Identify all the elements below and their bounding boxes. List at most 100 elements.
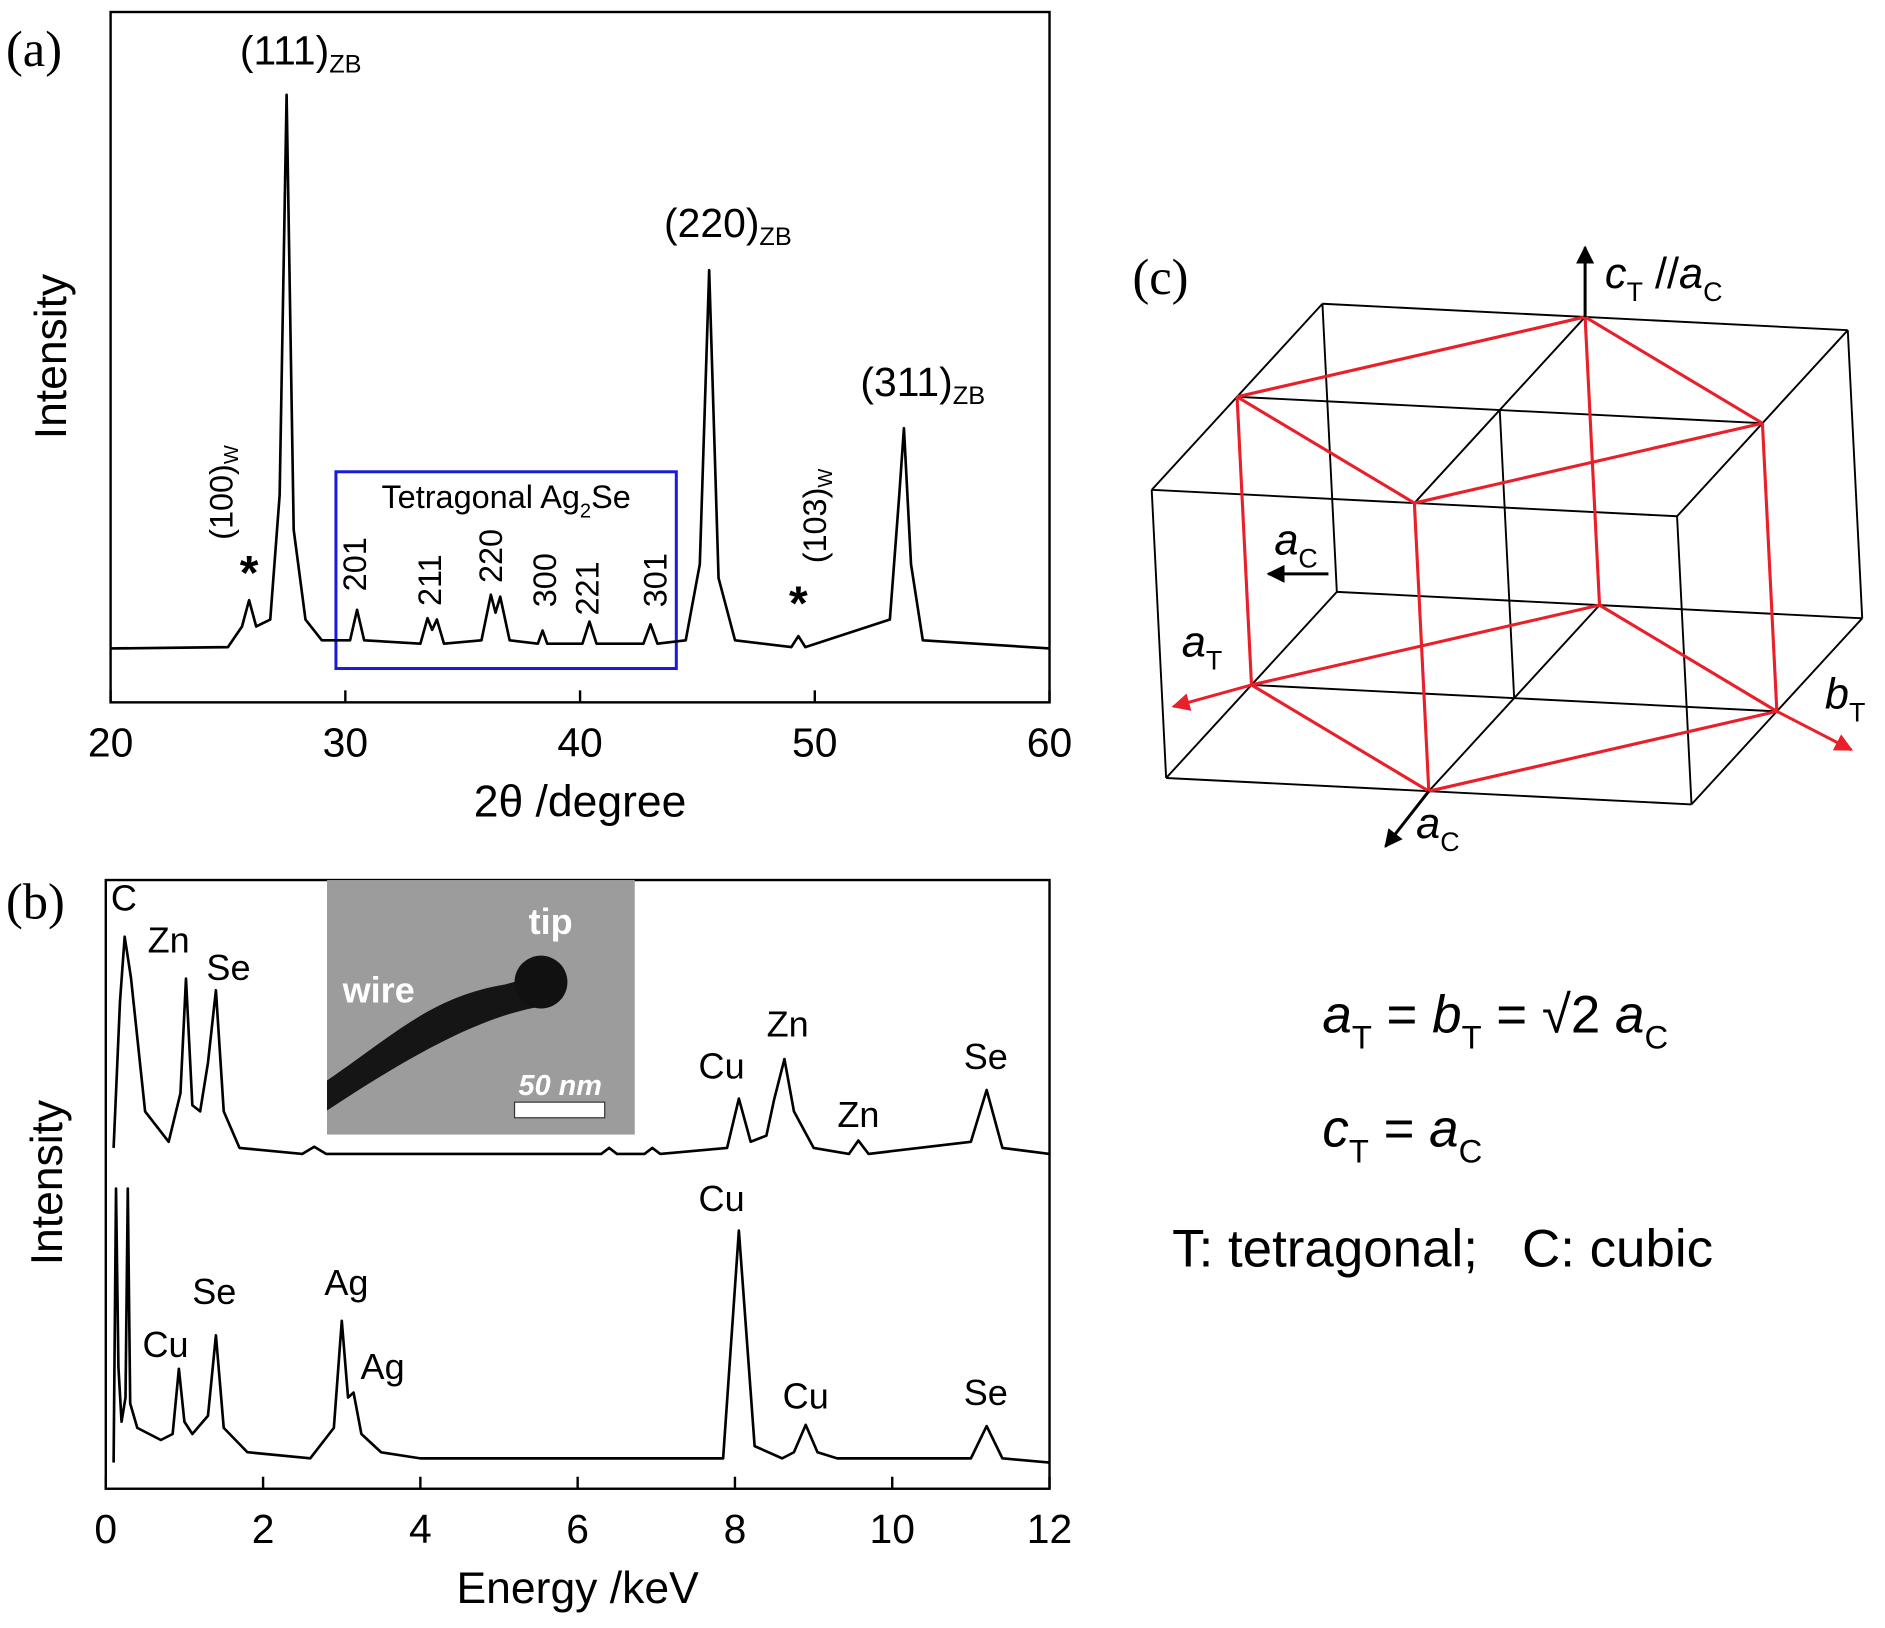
cell-edge — [1846, 330, 1864, 619]
x-tick-label: 2 — [252, 1506, 275, 1552]
text-segment: T — [1849, 697, 1865, 727]
axis-label: aT — [1182, 619, 1222, 676]
tetragonal-edge — [1250, 683, 1430, 793]
text-segment: Zn — [148, 919, 190, 960]
text-segment: a — [1679, 250, 1703, 298]
text-segment: 201 — [337, 537, 373, 591]
text-segment: C — [1459, 1132, 1483, 1169]
scale-bar — [513, 1101, 606, 1119]
tetragonal-edge — [1251, 603, 1600, 687]
tetragonal-edge — [1760, 423, 1779, 712]
text-segment: Cu — [699, 1045, 745, 1086]
text-segment: T — [1206, 646, 1222, 676]
y-axis-label: Intensity — [27, 273, 76, 439]
panel-label: (c) — [1132, 249, 1188, 305]
peak-label: 201 — [337, 537, 373, 591]
text-segment: C — [1644, 1018, 1668, 1055]
peak-label: Cu — [783, 1375, 829, 1416]
peak-label: (103)W — [797, 469, 838, 564]
text-segment: Zn — [767, 1003, 809, 1044]
x-tick-label: 6 — [566, 1506, 589, 1552]
tip-shape — [514, 955, 568, 1009]
text-segment: (100) — [203, 464, 239, 540]
text-segment: Se — [206, 947, 250, 988]
text-segment: c — [1605, 250, 1627, 298]
text-segment: 301 — [637, 553, 673, 607]
text-segment: Se — [964, 1036, 1008, 1077]
text-segment: ZB — [953, 382, 985, 410]
peak-label: (100)W — [203, 445, 244, 540]
text-segment: Ag — [361, 1345, 405, 1386]
text-segment: c — [1322, 1100, 1348, 1159]
panel-label: (a) — [6, 21, 62, 77]
text-segment: (220) — [664, 200, 759, 246]
text-segment: T — [1627, 277, 1643, 307]
x-tick-label: 40 — [557, 719, 602, 765]
tem-inset: tip wire 50 nm — [326, 880, 635, 1135]
x-tick-label: 10 — [870, 1506, 915, 1552]
y-axis-label: Intensity — [23, 1099, 72, 1265]
peak-label: Cu — [699, 1177, 745, 1218]
peak-label: Se — [964, 1036, 1008, 1077]
x-tick-label: 20 — [88, 719, 133, 765]
peak-label: 221 — [569, 561, 605, 615]
text-segment: Cu — [699, 1177, 745, 1218]
tetragonal-edge — [1598, 603, 1778, 713]
cell-edge — [1498, 409, 1516, 699]
axis-arrow — [1384, 790, 1430, 848]
text-segment: * — [789, 577, 808, 630]
text-segment: C — [1298, 544, 1317, 574]
peak-label: Cu — [699, 1045, 745, 1086]
axis-label: aC — [1416, 800, 1459, 857]
x-tick-label: 12 — [1027, 1506, 1072, 1552]
text-segment: C — [111, 877, 137, 918]
peak-label: 300 — [527, 553, 563, 607]
spectrum-line — [110, 93, 1050, 650]
text-segment: Cu — [783, 1375, 829, 1416]
x-axis-label: 2θ /degree — [474, 777, 687, 826]
text-segment: C — [1703, 277, 1722, 307]
cell-edge — [1150, 489, 1168, 779]
x-tick-label: 0 — [94, 1506, 117, 1552]
peak-label: * — [789, 577, 808, 630]
text-segment: = — [1372, 986, 1432, 1045]
spectrum-line — [112, 935, 1050, 1156]
text-segment: T — [1352, 1018, 1372, 1055]
peak-label: Cu — [143, 1323, 189, 1364]
peak-label: Zn — [837, 1093, 879, 1134]
tetragonal-edge — [1428, 709, 1778, 793]
equation: cT = aC — [1322, 1100, 1482, 1170]
inset-label: tip — [529, 901, 573, 942]
text-segment: a — [1615, 986, 1644, 1045]
text-segment: ZB — [759, 223, 791, 251]
text-segment: W — [221, 445, 243, 464]
text-segment: a — [1416, 800, 1440, 848]
axis-label: cT //aC — [1605, 250, 1723, 307]
tetragonal-edge — [1414, 421, 1763, 505]
highlight-label: Tetragonal Ag2Se — [381, 479, 630, 523]
peak-label: (111)ZB — [240, 27, 362, 78]
text-segment: Zn — [837, 1093, 879, 1134]
spectrum-line — [112, 1187, 1050, 1464]
text-segment: = — [1369, 1100, 1429, 1159]
tetragonal-edge — [1412, 502, 1431, 792]
text-segment: Tetragonal Ag — [381, 479, 579, 515]
peak-label: (311)ZB — [860, 359, 985, 410]
axis-arrow — [1776, 710, 1853, 752]
text-segment: 220 — [473, 529, 509, 583]
tetragonal-edge — [1236, 395, 1416, 505]
text-segment: C — [1440, 827, 1459, 857]
peak-label: Se — [206, 947, 250, 988]
x-tick-label: 50 — [792, 719, 837, 765]
text-segment: 211 — [412, 554, 448, 606]
peak-label: Ag — [361, 1345, 405, 1386]
peak-label: Ag — [324, 1261, 368, 1302]
peak-label: C — [111, 877, 137, 918]
text-segment: a — [1274, 517, 1298, 565]
cell-edge — [1321, 303, 1338, 592]
peak-label: 220 — [473, 529, 509, 583]
text-segment: b — [1432, 986, 1461, 1045]
x-tick-label: 30 — [323, 719, 368, 765]
